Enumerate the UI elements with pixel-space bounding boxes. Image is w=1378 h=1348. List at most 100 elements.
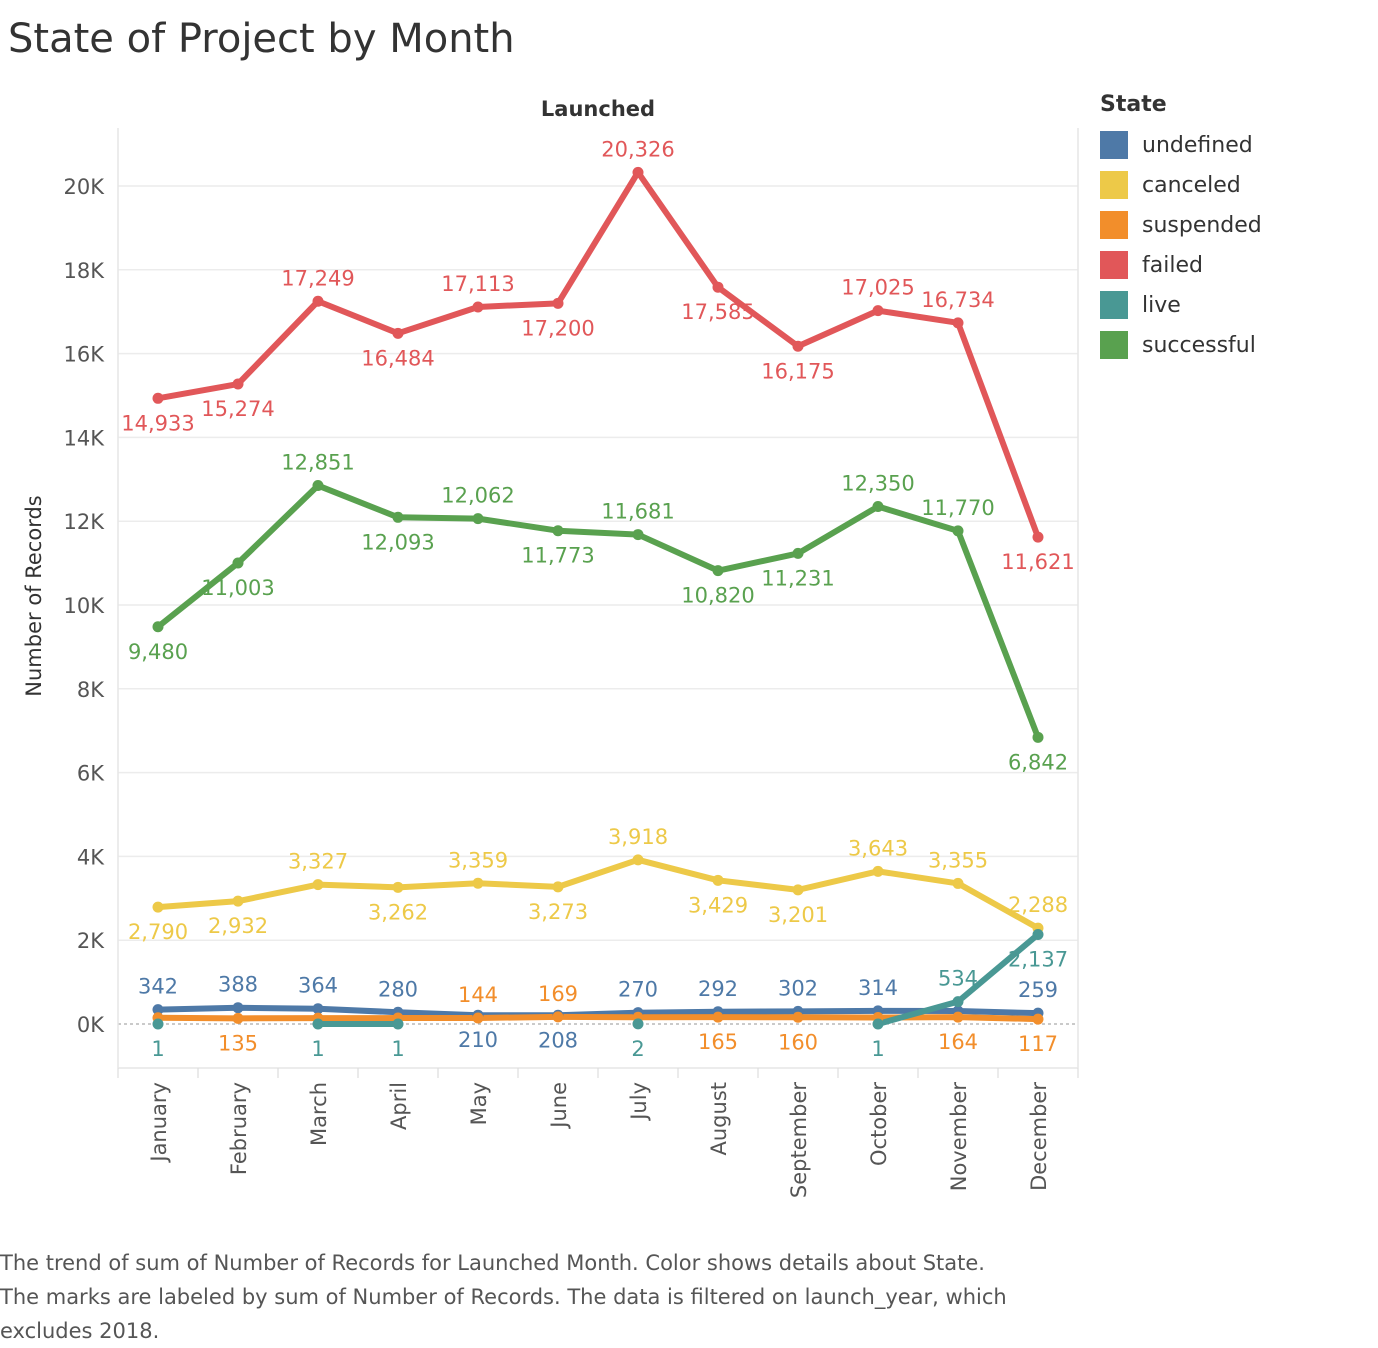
data-point-successful xyxy=(152,621,164,633)
data-point-successful xyxy=(392,511,404,523)
data-point-canceled xyxy=(152,901,164,913)
data-label-undefined: 208 xyxy=(538,1028,578,1052)
data-point-failed xyxy=(472,301,484,313)
y-tick-label: 16K xyxy=(64,343,106,367)
y-tick-label: 14K xyxy=(64,426,106,450)
data-point-canceled xyxy=(312,879,324,891)
data-point-failed xyxy=(232,378,244,390)
data-label-live: 534 xyxy=(938,967,978,991)
data-label-suspended: 164 xyxy=(938,1030,978,1054)
y-tick-label: 10K xyxy=(64,594,106,618)
data-point-successful xyxy=(472,513,484,525)
legend-item-undefined: undefined xyxy=(1100,125,1262,165)
data-point-successful xyxy=(792,547,804,559)
data-point-live xyxy=(872,1018,884,1030)
data-point-canceled xyxy=(872,865,884,877)
data-label-failed: 15,274 xyxy=(201,397,274,421)
data-label-undefined: 270 xyxy=(618,978,658,1002)
legend-swatch xyxy=(1100,131,1128,159)
data-label-canceled: 3,327 xyxy=(288,850,348,874)
data-point-canceled xyxy=(712,874,724,886)
legend-item-successful: successful xyxy=(1100,325,1262,365)
data-label-successful: 11,231 xyxy=(761,566,834,590)
data-point-suspended xyxy=(232,1012,244,1024)
data-point-failed xyxy=(152,392,164,404)
x-tick-label: August xyxy=(707,1082,731,1156)
data-label-successful: 11,773 xyxy=(521,544,594,568)
legend-title: State xyxy=(1100,92,1167,117)
data-point-failed xyxy=(792,340,804,352)
data-point-successful xyxy=(952,525,964,537)
data-label-live: 2,137 xyxy=(1008,947,1068,971)
data-label-undefined: 302 xyxy=(778,976,818,1000)
x-tick-label: March xyxy=(307,1082,331,1146)
legend-label: canceled xyxy=(1142,172,1241,198)
data-point-failed xyxy=(872,305,884,317)
chart-caption: The trend of sum of Number of Records fo… xyxy=(0,1246,1100,1348)
data-point-failed xyxy=(392,327,404,339)
y-tick-label: 8K xyxy=(77,678,105,702)
y-tick-label: 12K xyxy=(64,510,106,534)
data-point-failed xyxy=(1032,531,1044,543)
data-label-canceled: 3,643 xyxy=(848,836,908,860)
data-label-canceled: 3,429 xyxy=(688,893,748,917)
data-label-undefined: 364 xyxy=(298,974,338,998)
data-point-canceled xyxy=(472,877,484,889)
y-tick-label: 6K xyxy=(77,762,105,786)
data-label-failed: 11,621 xyxy=(1001,550,1074,574)
data-point-live xyxy=(152,1018,164,1030)
data-label-failed: 17,585 xyxy=(681,300,754,324)
x-tick-label: February xyxy=(227,1082,251,1175)
data-point-failed xyxy=(632,166,644,178)
data-label-failed: 20,326 xyxy=(601,137,674,161)
data-point-live xyxy=(952,996,964,1008)
data-point-successful xyxy=(232,557,244,569)
data-point-canceled xyxy=(232,895,244,907)
legend-swatch xyxy=(1100,291,1128,319)
x-axis-title: Launched xyxy=(541,97,655,121)
y-axis-title: Number of Records xyxy=(22,495,46,696)
data-label-successful: 9,480 xyxy=(128,640,188,664)
data-point-successful xyxy=(552,525,564,537)
data-point-live xyxy=(632,1018,644,1030)
data-point-canceled xyxy=(632,854,644,866)
legend-item-failed: failed xyxy=(1100,245,1262,285)
legend-label: live xyxy=(1142,292,1181,318)
legend-label: failed xyxy=(1142,252,1203,278)
x-tick-label: January xyxy=(147,1082,171,1164)
data-point-suspended xyxy=(1032,1013,1044,1025)
legend-label: undefined xyxy=(1142,132,1253,158)
data-label-successful: 6,842 xyxy=(1008,750,1068,774)
data-label-failed: 17,025 xyxy=(841,276,914,300)
series-line-canceled xyxy=(155,856,1041,932)
series-line-failed xyxy=(155,169,1041,541)
x-tick-label: September xyxy=(787,1082,811,1198)
data-point-canceled xyxy=(792,884,804,896)
data-label-suspended: 135 xyxy=(218,1031,258,1055)
chart-title: State of Project by Month xyxy=(8,16,515,62)
data-label-canceled: 2,288 xyxy=(1008,893,1068,917)
data-label-successful: 11,681 xyxy=(601,500,674,524)
data-label-undefined: 388 xyxy=(218,973,258,997)
data-label-successful: 12,350 xyxy=(841,472,914,496)
data-point-live xyxy=(312,1018,324,1030)
data-label-failed: 14,933 xyxy=(121,411,194,435)
data-label-canceled: 2,932 xyxy=(208,914,268,938)
data-point-successful xyxy=(712,565,724,577)
legend-item-canceled: canceled xyxy=(1100,165,1262,205)
data-point-undefined xyxy=(232,1002,244,1014)
data-point-suspended xyxy=(792,1011,804,1023)
data-point-successful xyxy=(312,480,324,492)
legend-items: undefined canceled suspended failed live succ… xyxy=(1100,125,1262,365)
data-label-canceled: 3,201 xyxy=(768,903,828,927)
x-tick-label: July xyxy=(627,1082,651,1122)
data-label-failed: 17,113 xyxy=(441,272,514,296)
data-label-canceled: 3,918 xyxy=(608,825,668,849)
data-label-failed: 16,484 xyxy=(361,346,434,370)
x-tick-label: December xyxy=(1027,1082,1051,1191)
legend-label: suspended xyxy=(1142,212,1262,238)
data-label-failed: 16,175 xyxy=(761,359,834,383)
data-label-undefined: 314 xyxy=(858,976,898,1000)
data-point-live xyxy=(1032,928,1044,940)
series-line-undefined xyxy=(155,1004,1041,1019)
